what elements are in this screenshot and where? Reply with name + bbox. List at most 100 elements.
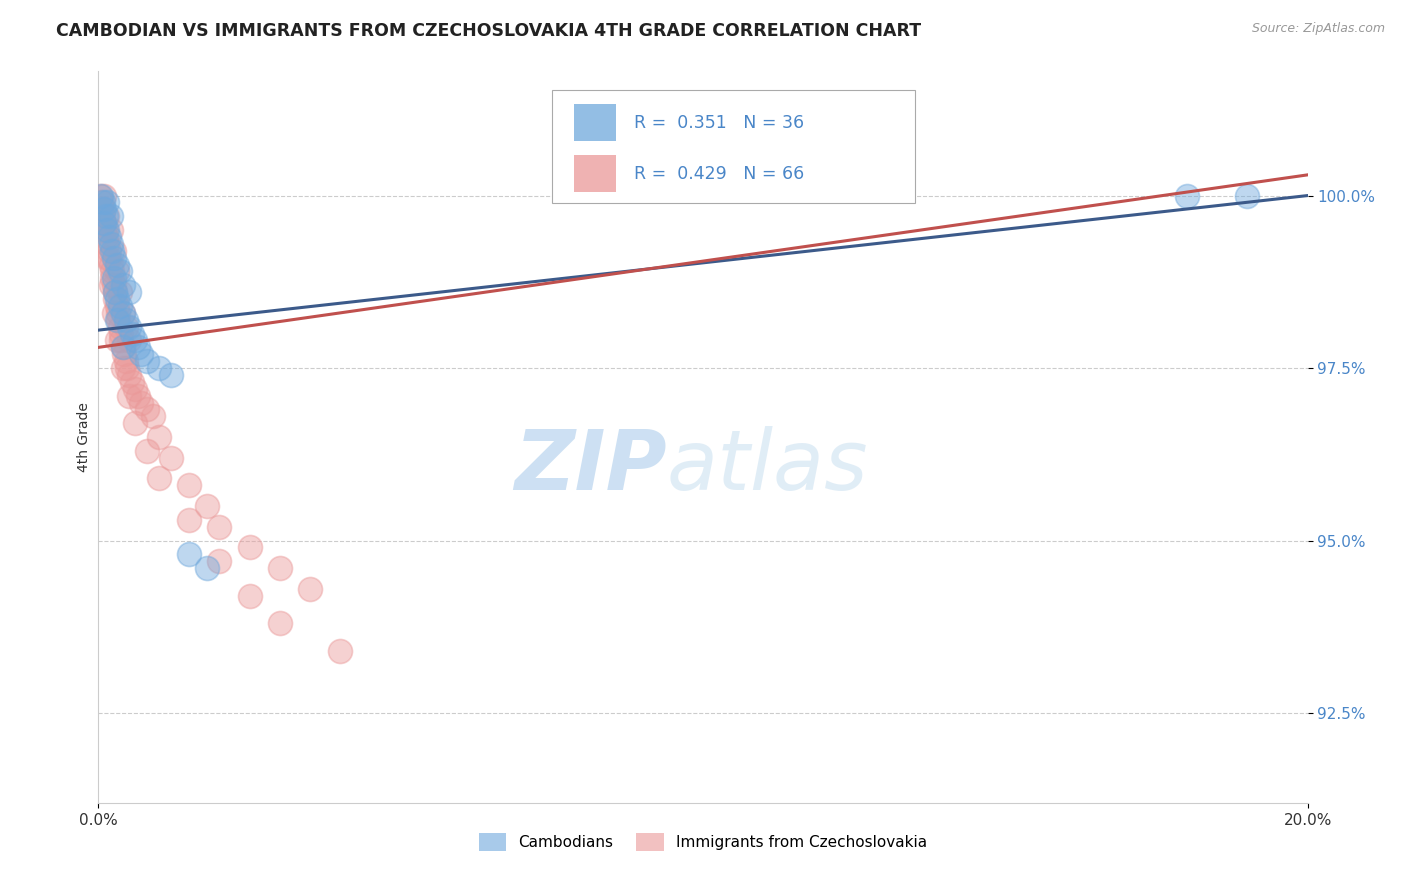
Text: R =  0.351   N = 36: R = 0.351 N = 36 (634, 113, 804, 131)
Point (93, 202, 115, 217)
Point (135, 402, 157, 417)
Point (148, 430, 170, 444)
Point (100, 223, 122, 237)
Point (96, 209, 118, 223)
Text: atlas: atlas (666, 425, 869, 507)
Point (111, 361, 134, 376)
Point (105, 312, 128, 326)
Point (111, 340, 134, 354)
Point (129, 395, 152, 409)
Point (91, 202, 114, 217)
Point (160, 450, 183, 465)
Point (90, 195, 112, 210)
Point (98, 230, 121, 244)
Point (111, 306, 134, 320)
Point (105, 264, 128, 278)
FancyBboxPatch shape (551, 90, 915, 203)
Text: ZIP: ZIP (515, 425, 666, 507)
Point (100, 209, 122, 223)
Point (148, 471, 170, 485)
Point (100, 278, 122, 293)
Point (94, 209, 117, 223)
Point (118, 389, 141, 403)
Point (96, 230, 118, 244)
Point (135, 443, 157, 458)
Point (114, 354, 136, 368)
Point (89, 188, 111, 202)
Point (94, 223, 117, 237)
Point (239, 589, 262, 603)
Point (103, 251, 125, 265)
Point (114, 319, 136, 334)
Legend: Cambodians, Immigrants from Czechoslovakia: Cambodians, Immigrants from Czechoslovak… (472, 827, 934, 857)
Point (97, 244, 120, 258)
Point (96, 195, 118, 210)
Point (195, 499, 218, 513)
Point (96, 236, 118, 251)
Point (124, 382, 146, 396)
Point (179, 478, 201, 492)
Point (118, 334, 141, 348)
Point (118, 285, 141, 300)
Point (129, 347, 152, 361)
Point (124, 334, 146, 348)
Point (179, 513, 201, 527)
Point (269, 616, 291, 631)
Point (118, 319, 141, 334)
Point (107, 312, 129, 326)
Bar (574, 155, 616, 192)
Point (105, 334, 128, 348)
Point (103, 271, 125, 285)
Point (104, 285, 127, 300)
Point (121, 375, 143, 389)
Point (107, 306, 129, 320)
Point (111, 306, 134, 320)
Point (208, 520, 231, 534)
Point (93, 188, 115, 202)
Point (105, 292, 128, 306)
Point (208, 554, 231, 568)
Point (111, 278, 134, 293)
Y-axis label: 4th Grade: 4th Grade (77, 402, 91, 472)
Point (160, 368, 183, 382)
Point (100, 244, 122, 258)
Bar (574, 104, 616, 141)
Point (118, 368, 141, 382)
Point (108, 319, 131, 334)
Point (239, 541, 262, 555)
Text: Source: ZipAtlas.com: Source: ZipAtlas.com (1251, 22, 1385, 36)
Point (100, 258, 122, 272)
Point (90, 202, 112, 217)
Point (108, 264, 131, 278)
Point (112, 347, 135, 361)
Point (110, 326, 132, 341)
Point (101, 271, 124, 285)
Point (90, 188, 112, 202)
Point (105, 258, 128, 272)
Point (135, 354, 157, 368)
Point (105, 299, 128, 313)
Point (299, 582, 322, 596)
Point (103, 306, 125, 320)
Point (96, 251, 118, 265)
Point (104, 285, 127, 300)
Point (98, 251, 121, 265)
Point (111, 340, 134, 354)
Point (1236, 188, 1258, 202)
Point (93, 216, 115, 230)
Point (127, 340, 149, 354)
Point (104, 292, 127, 306)
Point (93, 216, 115, 230)
Point (93, 223, 115, 237)
Text: R =  0.429   N = 66: R = 0.429 N = 66 (634, 165, 804, 183)
Point (124, 417, 146, 431)
Point (96, 223, 118, 237)
Point (148, 361, 170, 376)
Point (142, 409, 165, 424)
Point (91, 195, 114, 210)
Point (195, 561, 218, 575)
Point (1175, 188, 1198, 202)
Point (91, 209, 114, 223)
Point (329, 644, 352, 658)
Point (179, 548, 201, 562)
